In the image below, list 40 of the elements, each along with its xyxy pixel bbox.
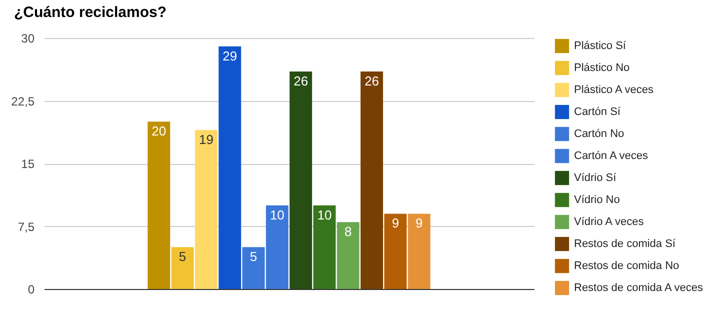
data-label: 29 xyxy=(222,48,238,64)
bar xyxy=(313,205,336,289)
data-label: 26 xyxy=(294,73,308,88)
y-tick-label: 7,5 xyxy=(18,220,35,234)
chart-title: ¿Cuánto reciclamos? xyxy=(14,4,167,21)
legend-label: Cartón No xyxy=(574,128,624,140)
data-label: 10 xyxy=(270,207,284,222)
legend-label: Plástico No xyxy=(574,62,630,74)
y-tick-label: 0 xyxy=(28,282,35,296)
bar xyxy=(408,214,430,289)
data-label: 8 xyxy=(344,224,352,240)
data-label: 26 xyxy=(364,73,380,88)
data-label: 5 xyxy=(250,249,258,264)
bar xyxy=(171,247,194,289)
y-tick-label: 30 xyxy=(21,32,35,46)
legend-label: Vídrio Sí xyxy=(574,172,618,184)
data-label: 9 xyxy=(415,216,423,231)
legend-label: Plástico A veces xyxy=(574,84,654,96)
legend-label: Cartón A veces xyxy=(574,150,648,162)
bar xyxy=(218,46,242,289)
bar xyxy=(336,222,360,289)
data-label: 20 xyxy=(152,124,166,139)
bar xyxy=(148,122,170,289)
bar xyxy=(290,71,312,289)
data-label: 5 xyxy=(178,249,186,264)
legend-label: Vídrio No xyxy=(574,194,620,206)
bar xyxy=(384,214,407,289)
legend-label: Vídrio A veces xyxy=(574,216,644,228)
bar xyxy=(194,130,218,289)
y-tick-label: 22,5 xyxy=(11,94,35,108)
y-tick-label: 15 xyxy=(21,157,35,171)
legend-label: Cartón Sí xyxy=(574,106,622,118)
legend-label: Restos de comida No xyxy=(574,260,680,272)
legend-label: Restos de comida Sí xyxy=(574,238,676,250)
legend-label: Plástico Sí xyxy=(574,40,627,52)
data-label: 9 xyxy=(392,216,400,231)
data-label: 19 xyxy=(198,132,214,148)
data-label: 10 xyxy=(317,207,332,222)
bar xyxy=(360,71,384,289)
legend-label: Restos de comida A veces xyxy=(574,282,704,294)
